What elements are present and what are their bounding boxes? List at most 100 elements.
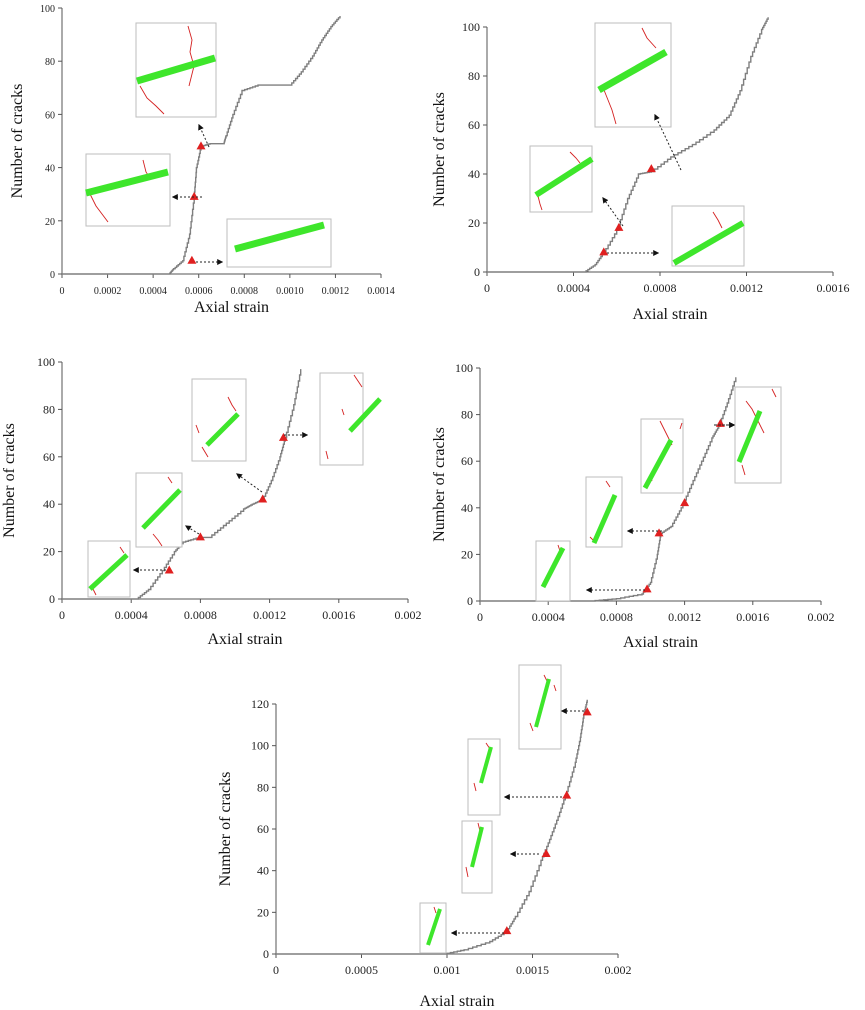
x-axis-title: Axial strain: [623, 634, 698, 651]
joint-bar: [141, 488, 182, 530]
joint-bar: [348, 397, 382, 433]
x-tick-label: 0: [484, 281, 490, 295]
event-marker: [582, 707, 592, 716]
event-marker: [614, 222, 624, 231]
y-tick-label: 40: [43, 497, 55, 511]
y-axis-title: Number of cracks: [431, 427, 448, 542]
joint-bar: [591, 493, 618, 545]
crack-trace: [605, 480, 611, 488]
crack-trace: [641, 27, 657, 49]
event-marker: [680, 498, 690, 507]
x-tick-label: 0.0016: [322, 608, 355, 622]
crack-trace: [473, 782, 477, 792]
joint-bar: [205, 412, 240, 447]
y-tick-label: 80: [461, 408, 473, 422]
event-marker: [562, 790, 572, 799]
y-tick-label: 40: [461, 501, 473, 515]
y-tick-label: 100: [462, 20, 480, 34]
x-tick-label: 0.0004: [557, 281, 590, 295]
crack-trace: [433, 906, 437, 914]
x-tick-label: 0.0016: [817, 281, 850, 295]
crack-trace: [603, 89, 617, 125]
x-tick-label: 0.0008: [231, 286, 259, 297]
event-marker: [599, 247, 609, 256]
x-tick-label: 0: [59, 608, 65, 622]
crack-trace: [529, 722, 534, 732]
callout-arrow: [236, 473, 263, 493]
y-tick-label: 0: [49, 592, 55, 606]
y-axis-title: Number of cracks: [431, 92, 448, 207]
event-marker: [646, 164, 656, 173]
joint-bar: [470, 826, 484, 868]
chart-panel-2: 0 0.0004 0.0008 0.0012 0.0016 0 20 40 60 80 100 Axi…: [431, 17, 850, 323]
joint-bar: [597, 48, 668, 94]
crack-trace: [187, 25, 195, 87]
y-tick-label: 60: [461, 454, 473, 468]
crack-count-curve: [480, 377, 737, 602]
crack-pattern-inset: [191, 378, 247, 462]
x-tick-label: 0.0006: [185, 286, 213, 297]
event-marker: [164, 565, 174, 574]
y-tick-label: 0: [50, 270, 55, 281]
y-tick-label: 60: [43, 450, 55, 464]
event-marker: [187, 255, 197, 264]
joint-bar: [479, 746, 493, 784]
crack-trace: [679, 422, 683, 430]
event-marker: [189, 191, 199, 200]
crack-trace: [325, 450, 329, 460]
x-tick-label: 0.001: [434, 963, 461, 977]
x-tick-label: 0.002: [605, 963, 632, 977]
x-tick-label: 0.0015: [516, 963, 549, 977]
x-axis-title: Axial strain: [194, 299, 269, 316]
crack-pattern-inset: [734, 386, 782, 484]
x-tick-label: 0: [273, 963, 279, 977]
event-marker: [502, 926, 512, 935]
y-tick-label: 20: [468, 216, 480, 230]
x-tick-label: 0.0012: [730, 281, 763, 295]
x-tick-label: 0.0004: [115, 608, 148, 622]
x-tick-label: 0.0002: [94, 286, 122, 297]
crack-trace: [167, 476, 173, 484]
chart-panel-4: 0 0.0004 0.0008 0.0012 0.0016 0.002 0 20 40 60 80 1…: [431, 361, 835, 651]
callout-arrow: [602, 197, 624, 227]
y-tick-label: 20: [257, 905, 269, 919]
x-tick-label: 0: [60, 286, 65, 297]
crack-count-curve: [62, 16, 341, 275]
y-tick-label: 100: [455, 361, 473, 375]
y-tick-label: 80: [257, 780, 269, 794]
x-tick-label: 0.0008: [644, 281, 677, 295]
y-tick-label: 120: [251, 697, 269, 711]
crack-pattern-inset: [319, 372, 364, 466]
joint-bar: [642, 438, 674, 490]
x-tick-label: 0.0014: [367, 286, 395, 297]
joint-bar: [672, 220, 745, 266]
event-marker: [278, 432, 288, 441]
x-tick-label: 0.002: [395, 608, 422, 622]
y-axis-title: Number of cracks: [217, 772, 234, 887]
crack-trace: [741, 464, 746, 476]
event-marker: [258, 494, 268, 503]
x-tick-label: 0.002: [808, 610, 835, 624]
x-tick-label: 0.0010: [276, 286, 304, 297]
x-tick-label: 0: [477, 610, 483, 624]
x-tick-label: 0.0016: [736, 610, 769, 624]
chart-panel-5: 0 0.0005 0.001 0.0015 0.002 0 20 40 60 80 100 120 Ax…: [217, 664, 632, 1010]
joint-bar: [736, 410, 763, 463]
crack-trace: [119, 546, 125, 554]
x-tick-label: 0.0004: [532, 610, 565, 624]
y-tick-label: 20: [43, 545, 55, 559]
joint-bar: [426, 908, 442, 946]
y-tick-label: 0: [474, 265, 480, 279]
crack-trace: [152, 533, 163, 547]
crack-pattern-inset: [585, 476, 623, 548]
y-tick-label: 40: [257, 864, 269, 878]
crack-trace: [465, 866, 469, 878]
y-axis-title: Number of cracks: [1, 423, 18, 538]
x-tick-label: 0.0008: [600, 610, 633, 624]
y-axis-title: Number of cracks: [9, 84, 26, 199]
y-tick-label: 100: [37, 355, 55, 369]
y-tick-label: 0: [467, 594, 473, 608]
x-tick-label: 0.0012: [668, 610, 701, 624]
x-tick-label: 0.0004: [139, 286, 167, 297]
crack-trace: [195, 424, 200, 434]
